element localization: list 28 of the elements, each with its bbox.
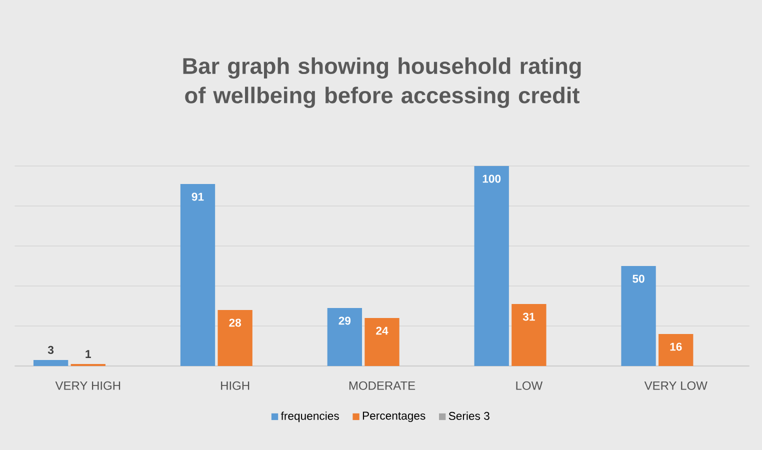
data-label: 29 (338, 316, 351, 325)
bar (180, 184, 216, 366)
data-label: 1 (86, 350, 91, 358)
bar (512, 304, 546, 366)
chart-title: Bar graph showing household rating of wellbeing before accessing credit (183, 57, 581, 108)
data-label: 24 (376, 326, 388, 335)
x-tick-label: HIGH (221, 381, 250, 390)
bar (621, 266, 656, 366)
legend-label: Series 3 (448, 412, 490, 420)
data-label: 3 (48, 346, 54, 354)
x-tick-label: LOW (516, 381, 543, 390)
data-label: 91 (192, 192, 204, 201)
bar (33, 360, 68, 366)
data-label: 16 (670, 342, 682, 351)
data-label: 31 (522, 312, 535, 321)
bar (327, 308, 362, 366)
data-label: 100 (482, 174, 501, 183)
x-tick-label: VERY LOW (644, 381, 708, 390)
data-label: 28 (229, 318, 242, 327)
legend-label: frequencies (280, 412, 339, 422)
bar (218, 310, 252, 366)
bar (658, 334, 694, 366)
x-tick-label: VERY HIGH (55, 381, 120, 390)
bar (474, 166, 509, 366)
data-label: 50 (632, 274, 644, 283)
legend-label: Percentages (362, 412, 426, 422)
bar (364, 318, 400, 366)
x-tick-label: MODERATE (349, 381, 416, 390)
